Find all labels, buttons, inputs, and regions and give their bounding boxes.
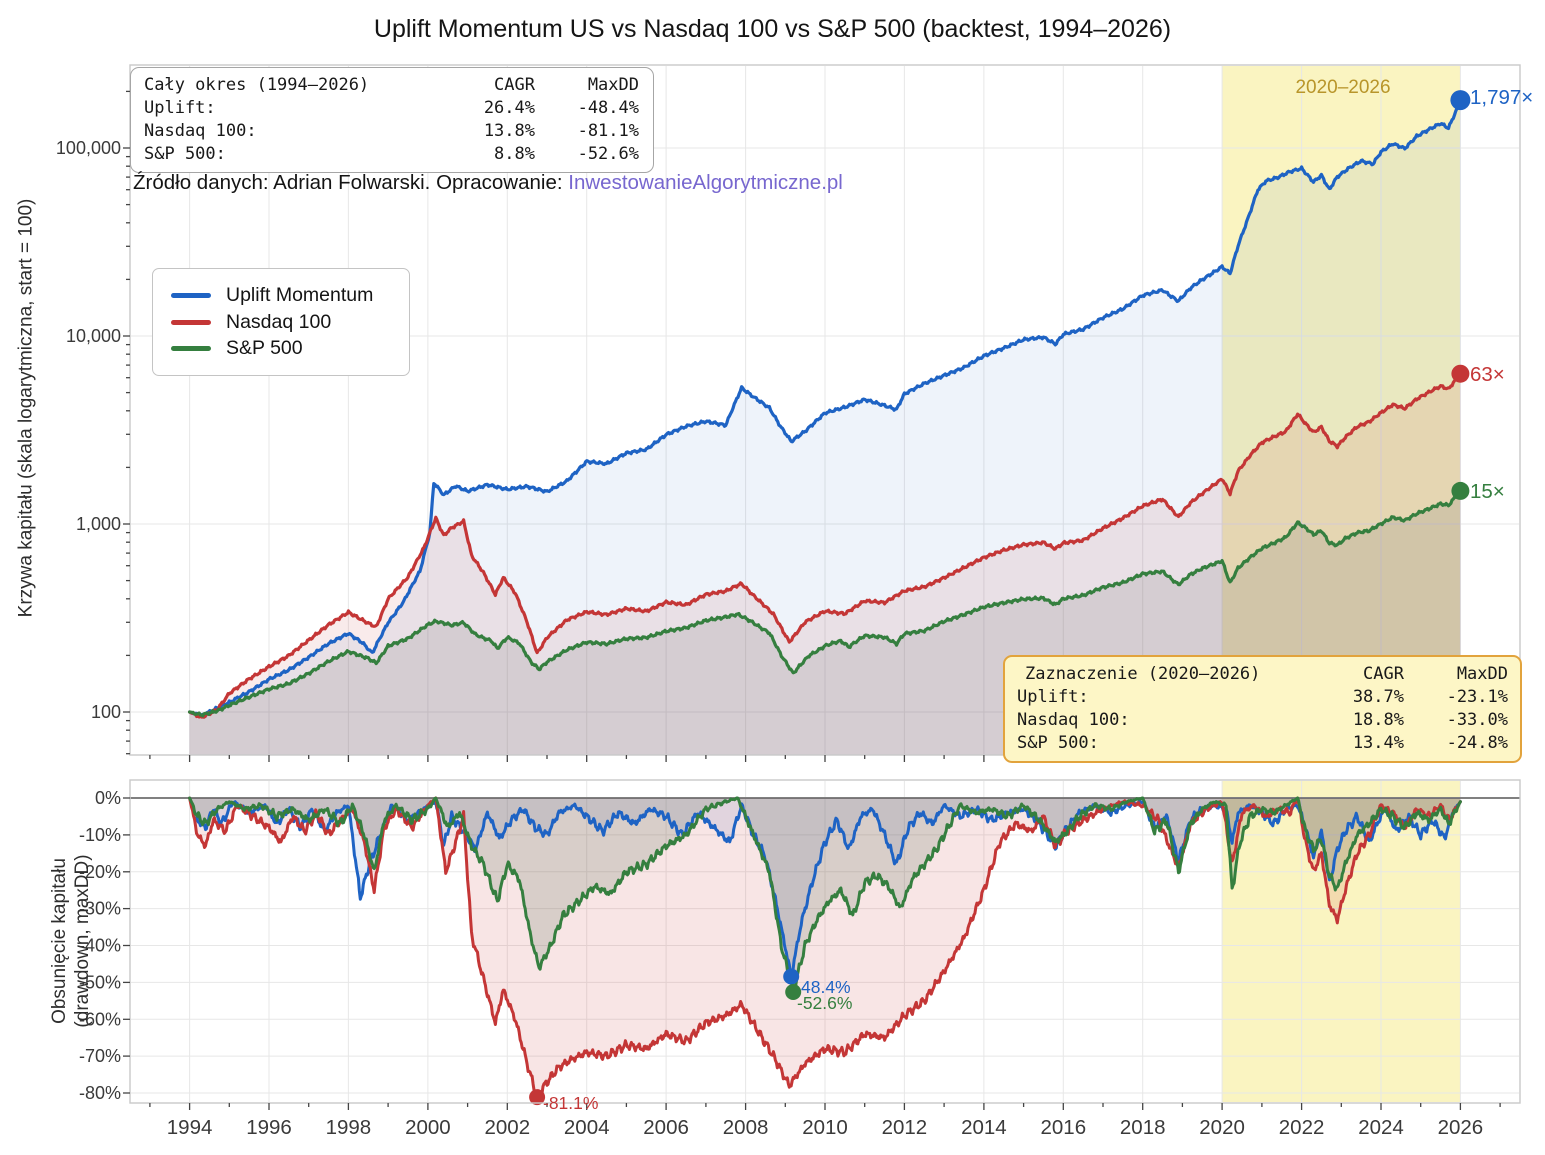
x-tick-label: 2016 — [1040, 1116, 1086, 1139]
legend-label: S&P 500 — [226, 337, 303, 359]
source-line: Źródło danych: Adrian Folwarski. Opracow… — [133, 171, 843, 195]
sp500-drawdown-line — [188, 796, 1462, 991]
selection-box-row-cagr: 13.4% — [1352, 733, 1404, 753]
dd-y-tick-label: -50% — [79, 972, 121, 992]
full-box-col-maxdd: MaxDD — [587, 75, 639, 95]
legend-item-sp500: S&P 500 — [171, 337, 391, 360]
x-tick-label: 2002 — [484, 1116, 530, 1139]
uplift-maxdd-dot — [783, 968, 800, 985]
nasdaq-maxdd-dot — [529, 1089, 546, 1106]
legend-label: Nasdaq 100 — [226, 310, 332, 333]
x-tick-label: 1998 — [326, 1116, 372, 1139]
marker-dots — [529, 90, 1471, 1106]
x-tick-label: 2012 — [882, 1116, 928, 1139]
x-tick-label: 2000 — [405, 1116, 451, 1139]
selection-box-col-cagr: CAGR — [1363, 664, 1404, 684]
highlight-band-label: 2020–2026 — [1295, 77, 1391, 98]
sp500-maxdd-dot — [785, 984, 802, 1000]
selection-box-col-maxdd: MaxDD — [1456, 664, 1508, 684]
selection-stats-box: Zaznaczenie (2020–2026) CAGR MaxDD Uplif… — [1003, 655, 1522, 763]
drawdown-y-axis-label: Obsunięcie kapitału (drawdown, maxDD) — [48, 854, 94, 1027]
dd-y-tick-label: -30% — [79, 899, 121, 919]
uplift-end-dot — [1450, 90, 1471, 111]
selection-box-row-label: Nasdaq 100: — [1017, 710, 1130, 730]
x-tick-label: 2026 — [1438, 1116, 1484, 1139]
legend: Uplift Momentum Nasdaq 100 S&P 500 — [152, 268, 410, 376]
x-tick-label: 2008 — [723, 1116, 769, 1139]
nasdaq-drawdown-line — [188, 796, 1462, 1098]
x-tick-label: 1996 — [246, 1116, 292, 1139]
x-tick-label: 2020 — [1199, 1116, 1245, 1139]
dd-y-tick-label: -40% — [79, 936, 121, 956]
drawdown-area-fills — [189, 798, 1461, 1096]
selection-box-row-maxdd: -33.0% — [1446, 710, 1508, 730]
equity-y-tick-label: 10,000 — [66, 326, 121, 346]
full-box-row-label: Uplift: — [144, 98, 216, 118]
sp500-end-dot — [1451, 481, 1470, 500]
equity-y-axis-label: Krzywa kapitału (skala logarytmiczna, st… — [15, 198, 37, 618]
selection-box-row-label: Uplift: — [1017, 687, 1089, 707]
full-box-row-label: Nasdaq 100: — [144, 121, 257, 141]
drawdown-y-axis-label-line1: Obsunięcie kapitału — [48, 858, 70, 1024]
drawdown-lines — [188, 796, 1462, 1098]
equity-y-tick-label: 100,000 — [56, 138, 121, 158]
sp500-line-swatch — [171, 346, 211, 351]
sp500-end-multiple-label: 15× — [1470, 480, 1505, 503]
full-box-col-cagr: CAGR — [494, 75, 535, 95]
uplift-line-swatch — [171, 293, 211, 298]
nasdaq-end-multiple-label: 63× — [1470, 363, 1505, 386]
legend-label: Uplift Momentum — [226, 284, 374, 306]
chart-title: Uplift Momentum US vs Nasdaq 100 vs S&P … — [373, 15, 1172, 43]
sp500-maxdd-annotation: -52.6% — [797, 993, 853, 1013]
x-tick-label: 2022 — [1279, 1116, 1325, 1139]
uplift-equity-line — [188, 98, 1462, 718]
x-tick-label: 2024 — [1358, 1116, 1404, 1139]
x-tick-label: 1994 — [167, 1116, 213, 1139]
x-tick-label: 2014 — [961, 1116, 1007, 1139]
full-period-stats-box: Cały okres (1994–2026) CAGR MaxDD Uplift… — [130, 67, 654, 173]
full-box-row-label: S&P 500: — [144, 144, 226, 164]
full-box-row-maxdd: -81.1% — [577, 121, 639, 141]
nasdaq-maxdd-annotation: -81.1% — [543, 1093, 599, 1113]
selection-box-row-label: S&P 500: — [1017, 733, 1099, 753]
full-box-title: Cały okres (1994–2026) — [144, 75, 370, 95]
full-box-row-cagr: 26.4% — [483, 98, 535, 118]
legend-item-uplift: Uplift Momentum — [171, 284, 391, 307]
source-link: InwestowanieAlgorytmiczne.pl — [568, 171, 843, 194]
selection-box-title: Zaznaczenie (2020–2026) — [1025, 664, 1261, 684]
dd-y-tick-label: 0% — [95, 788, 121, 808]
x-tick-label: 2006 — [643, 1116, 689, 1139]
selection-box-row-maxdd: -23.1% — [1446, 687, 1508, 707]
sp500-equity-line — [188, 489, 1462, 718]
drawdown-y-axis-label-line2: (drawdown, maxDD) — [72, 854, 93, 1028]
uplift-end-multiple-label: 1,797× — [1470, 86, 1534, 109]
nasdaq-line-swatch — [171, 319, 211, 325]
dd-y-tick-label: -80% — [79, 1083, 121, 1103]
tick-labels: 1994 1996 1998 2000 2002 2004 2006 2008 2010 2012… — [56, 138, 1483, 1139]
equity-lines — [188, 98, 1462, 719]
selection-box-row-cagr: 18.8% — [1352, 710, 1404, 730]
full-box-row-cagr: 13.8% — [483, 121, 535, 141]
equity-y-tick-label: 100 — [91, 702, 121, 722]
selection-box-row-maxdd: -24.8% — [1446, 733, 1508, 753]
nasdaq-end-dot — [1451, 364, 1470, 383]
full-box-row-cagr: 8.8% — [494, 144, 535, 164]
x-tick-label: 2010 — [802, 1116, 848, 1139]
equity-y-tick-label: 1,000 — [76, 514, 121, 534]
uplift-maxdd-annotation: 48.4% — [801, 977, 851, 997]
nasdaq-equity-line — [188, 372, 1462, 719]
full-box-row-maxdd: -48.4% — [577, 98, 639, 118]
x-tick-label: 2018 — [1120, 1116, 1166, 1139]
full-box-row-maxdd: -52.6% — [577, 144, 639, 164]
legend-item-nasdaq: Nasdaq 100 — [171, 311, 391, 334]
source-text: Źródło danych: Adrian Folwarski. Opracow… — [133, 171, 569, 194]
dd-y-tick-label: -70% — [79, 1046, 121, 1066]
dd-y-tick-label: -20% — [79, 862, 121, 882]
dd-y-tick-label: -10% — [79, 825, 121, 845]
dd-y-tick-label: -60% — [79, 1009, 121, 1029]
x-tick-label: 2004 — [564, 1116, 610, 1139]
selection-box-row-cagr: 38.7% — [1352, 687, 1404, 707]
